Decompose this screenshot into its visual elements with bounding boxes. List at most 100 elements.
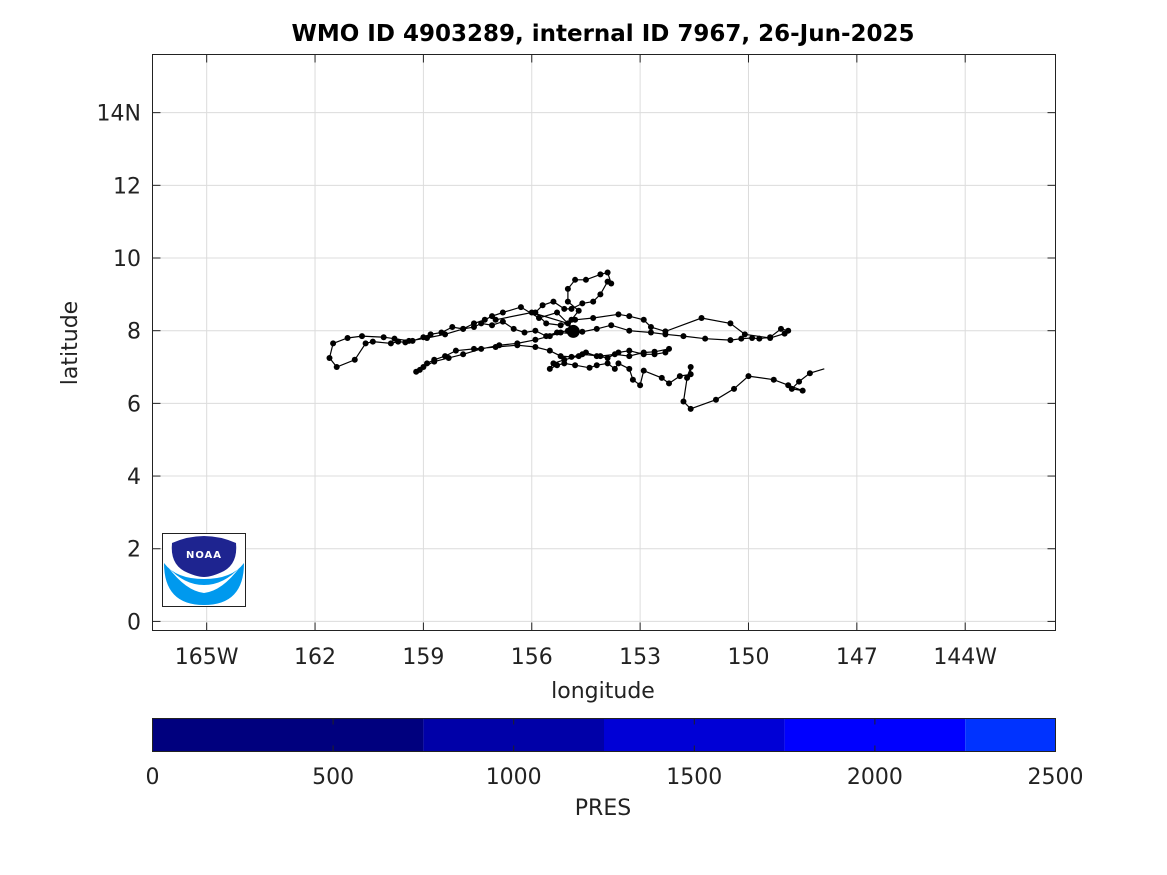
track-point	[781, 330, 788, 337]
track-point	[564, 285, 571, 292]
track-point	[590, 314, 597, 321]
track-point	[604, 354, 611, 361]
track-point	[647, 329, 654, 336]
track-point	[615, 360, 622, 367]
track-point	[727, 320, 734, 327]
track-point	[626, 365, 633, 372]
track-point	[481, 316, 488, 323]
track-point	[731, 385, 738, 392]
track-point	[561, 305, 568, 312]
track-point	[590, 298, 597, 305]
track-point	[391, 335, 398, 342]
track-point	[543, 320, 550, 327]
track-point	[626, 353, 633, 360]
track-point	[546, 347, 553, 354]
track-point	[442, 331, 449, 338]
track-point	[557, 322, 564, 329]
y-tick-label: 12	[113, 174, 141, 199]
track-point	[532, 336, 539, 343]
track-point	[420, 364, 427, 371]
track-point	[478, 345, 485, 352]
track-point	[579, 328, 586, 335]
track-point	[749, 334, 756, 341]
track-point	[687, 405, 694, 412]
track-point	[727, 337, 734, 344]
colorbar-tick-label: 1500	[666, 765, 722, 790]
track-point	[662, 328, 669, 335]
x-axis-label: longitude	[551, 679, 655, 704]
y-axis-label: latitude	[58, 301, 83, 385]
track-point	[452, 347, 459, 354]
track-point	[702, 335, 709, 342]
track-point	[568, 305, 575, 312]
track-point	[532, 327, 539, 334]
y-tick-label: 0	[127, 610, 141, 635]
track-point	[387, 340, 394, 347]
track-point	[554, 329, 561, 336]
track-point	[611, 351, 618, 358]
track-point	[586, 364, 593, 371]
x-tick-label: 159	[402, 645, 444, 670]
track-point	[626, 347, 633, 354]
track-point	[770, 376, 777, 383]
y-tick-label: 2	[127, 538, 141, 563]
track-point	[666, 380, 673, 387]
colorbar-bands	[152, 718, 1056, 752]
track-point	[362, 340, 369, 347]
track-point	[449, 324, 456, 331]
x-tick-label: 156	[511, 645, 553, 670]
y-tick-label: 4	[127, 465, 141, 490]
y-tick-label: 8	[127, 320, 141, 345]
track-point	[568, 353, 575, 360]
track-point	[687, 371, 694, 378]
track-point	[499, 318, 506, 325]
track-point	[568, 316, 575, 323]
x-tick-label: 147	[836, 645, 878, 670]
float-track	[326, 269, 825, 412]
colorbar-tick-label: 1000	[486, 765, 542, 790]
track-point	[579, 351, 586, 358]
track-point	[680, 333, 687, 340]
track-point	[550, 298, 557, 305]
track-point	[460, 325, 467, 332]
track-point	[521, 329, 528, 336]
track-point	[647, 324, 654, 331]
track-point	[344, 334, 351, 341]
track-point	[424, 334, 431, 341]
y-tick-label: 6	[127, 392, 141, 417]
track-point	[593, 362, 600, 369]
track-point	[608, 280, 615, 287]
track-point	[445, 354, 452, 361]
track-point	[499, 309, 506, 316]
track-point	[492, 316, 499, 323]
track-point	[535, 314, 542, 321]
axis-ticks: 165W 162 159 156 153 150 147 144W 0 2 4 6 8 10 12 14N	[97, 54, 1056, 670]
track-point	[640, 367, 647, 374]
track-point	[629, 376, 636, 383]
track-point	[626, 327, 633, 334]
colorbar-label: PRES	[575, 796, 631, 821]
track-point	[517, 304, 524, 311]
track-point	[651, 348, 658, 355]
track-point	[611, 365, 618, 372]
track-point	[712, 396, 719, 403]
y-tick-label: 10	[113, 247, 141, 272]
track-point	[564, 320, 571, 327]
track-point	[543, 333, 550, 340]
track-point	[626, 313, 633, 320]
track-point	[738, 335, 745, 342]
logo-text: NOAA	[186, 550, 222, 561]
track-point	[413, 368, 420, 375]
track-point	[572, 362, 579, 369]
chart-title: WMO ID 4903289, internal ID 7967, 26-Jun…	[291, 21, 914, 47]
track-point	[572, 276, 579, 283]
colorbar-tick-label: 0	[146, 765, 160, 790]
colorbar: 0 500 1000 1500 2000 2500 PRES	[146, 718, 1084, 821]
track-point	[514, 340, 521, 347]
x-tick-label: 165W	[175, 645, 239, 670]
colorbar-tick-label: 2000	[847, 765, 903, 790]
track-point	[615, 311, 622, 318]
track-point	[358, 333, 365, 340]
track-point	[698, 314, 705, 321]
track-point	[767, 334, 774, 341]
